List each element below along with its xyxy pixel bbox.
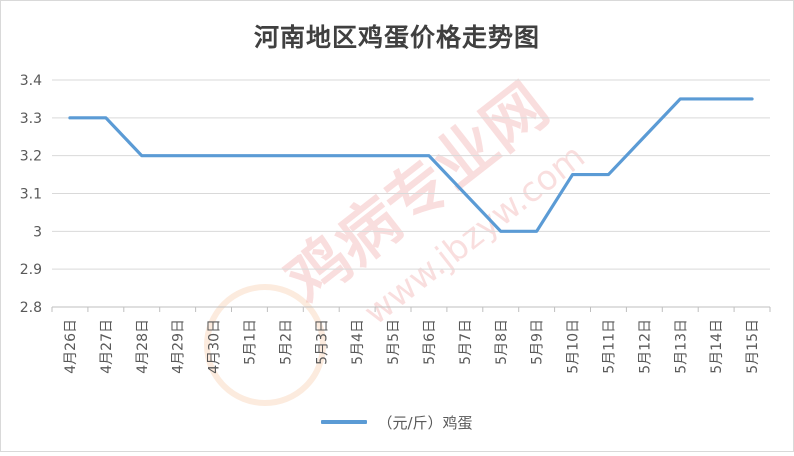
- data-point: [176, 154, 179, 157]
- gridlines: [52, 79, 770, 308]
- data-point: [535, 230, 538, 233]
- data-point: [427, 154, 431, 157]
- x-tick-label: 4月29日: [171, 319, 187, 374]
- data-point: [391, 154, 395, 157]
- data-point: [355, 154, 359, 157]
- y-tick-label: 2.9: [20, 262, 42, 278]
- data-point: [248, 154, 251, 157]
- y-tick-label: 2.8: [20, 300, 42, 316]
- x-tick-label: 4月27日: [99, 319, 115, 374]
- legend: （元/斤）鸡蛋: [0, 410, 794, 434]
- data-point: [679, 97, 682, 101]
- data-point: [607, 173, 610, 176]
- x-tick-label: 4月28日: [135, 319, 151, 374]
- data-point: [284, 154, 287, 157]
- series-layer: [68, 97, 754, 233]
- y-tick-label: 3: [33, 224, 42, 240]
- x-axis-ticks: 4月26日 4月27日 4月28日 4月29日 4月30日 5月1日 5月2日 5月3日 5月4…: [63, 319, 761, 374]
- data-point: [571, 173, 574, 176]
- x-tick-label: 5月2日: [278, 319, 294, 365]
- data-point: [499, 230, 502, 233]
- data-point: [643, 135, 646, 138]
- legend-swatch: [321, 420, 368, 424]
- data-point: [140, 154, 143, 157]
- x-tick-label: 5月6日: [422, 319, 438, 365]
- x-tick-label: 5月12日: [637, 319, 653, 374]
- y-tick-label: 3.1: [20, 187, 42, 203]
- data-point: [320, 154, 323, 157]
- x-tick-label: 5月9日: [530, 319, 546, 365]
- x-axis: [51, 306, 771, 312]
- y-axis-ticks: 2.8 2.9 3 3.1 3.2 3.3 3.4: [20, 73, 42, 316]
- x-tick-label: 5月3日: [314, 319, 330, 365]
- x-tick-label: 5月4日: [350, 319, 366, 365]
- x-tick-label: 5月13日: [673, 319, 689, 374]
- data-point: [714, 97, 718, 101]
- data-point: [68, 116, 72, 120]
- y-tick-label: 3.3: [20, 111, 42, 127]
- data-point: [463, 192, 467, 195]
- x-tick-label: 5月15日: [745, 319, 761, 374]
- x-tick-label: 5月8日: [494, 319, 510, 365]
- data-point: [104, 116, 108, 120]
- x-tick-label: 4月30日: [207, 319, 223, 374]
- x-tick-label: 5月14日: [709, 319, 725, 374]
- data-point: [750, 97, 754, 101]
- x-tick-label: 5月5日: [386, 319, 402, 365]
- y-tick-label: 3.4: [20, 73, 42, 89]
- series-line: [68, 97, 754, 233]
- x-tick-label: 5月11日: [601, 319, 617, 374]
- chart-title: 河南地区鸡蛋价格走势图: [253, 23, 540, 52]
- x-tick-label: 5月10日: [566, 319, 582, 374]
- x-tick-label: 4月26日: [63, 319, 79, 374]
- y-tick-label: 3.2: [20, 149, 42, 165]
- x-tick-label: 5月1日: [242, 319, 258, 365]
- data-point: [212, 154, 215, 157]
- x-tick-label: 5月7日: [458, 319, 474, 365]
- legend-label: （元/斤）鸡蛋: [377, 413, 473, 432]
